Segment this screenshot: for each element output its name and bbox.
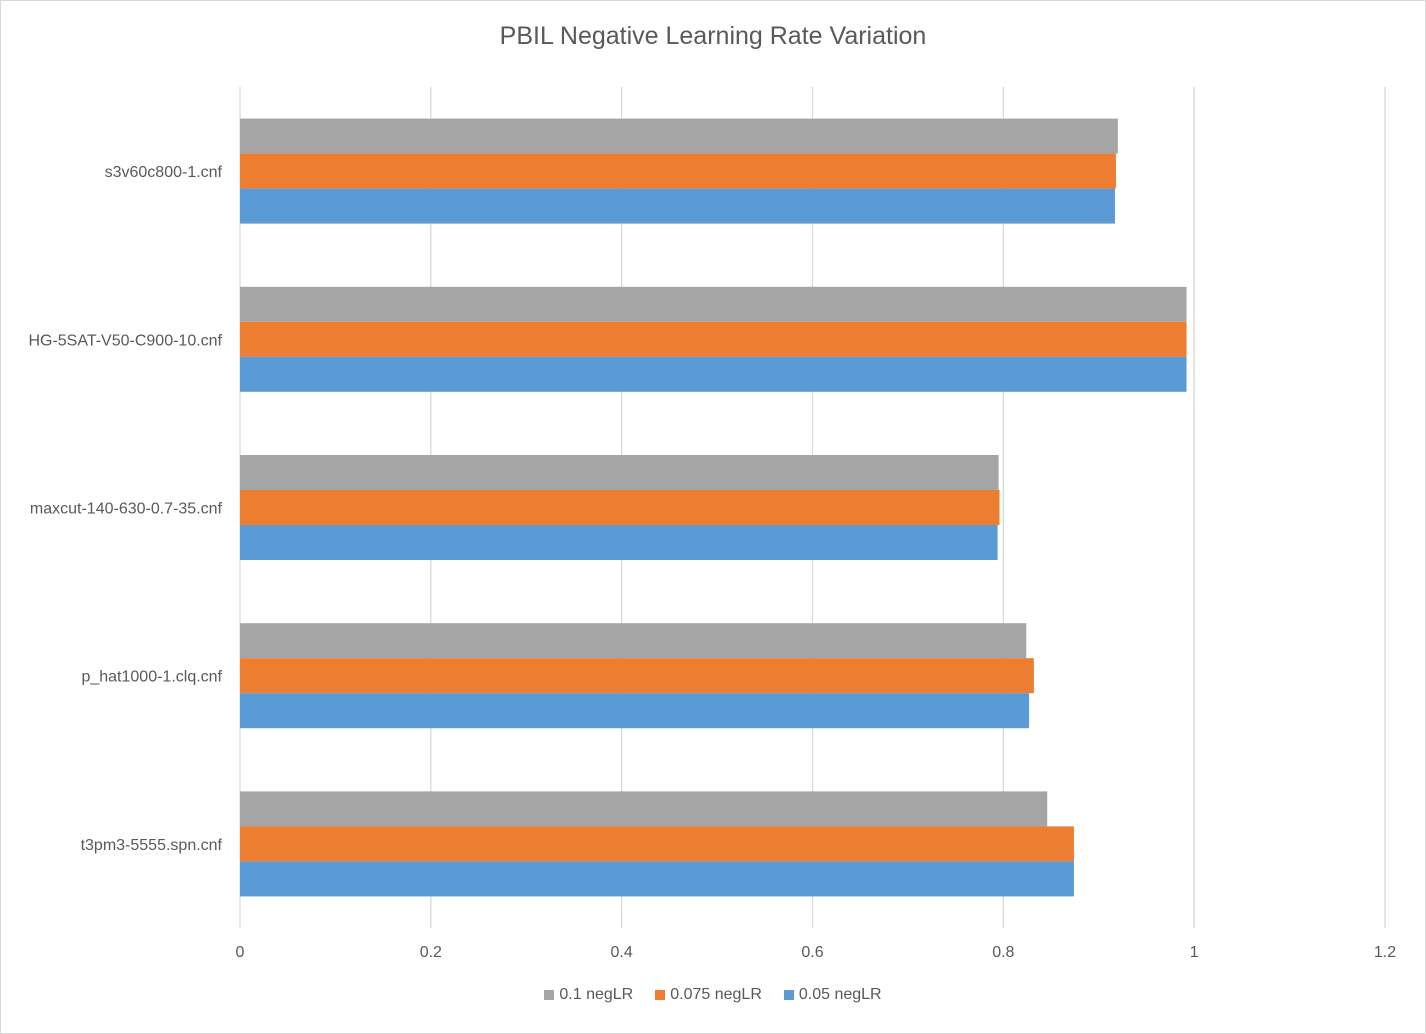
bar-1-1	[240, 321, 1187, 357]
y-category-label: t3pm3-5555.spn.cnf	[81, 837, 223, 854]
legend-item-0: 0.1 negLR	[544, 986, 633, 1004]
legend-swatch-2	[783, 990, 794, 1000]
legend-swatch-1	[655, 990, 666, 1000]
y-category-label: HG-5SAT-V50-C900-10.cnf	[28, 332, 222, 349]
x-tick-label: 1.2	[1374, 944, 1396, 961]
chart-title: PBIL Negative Learning Rate Variation	[499, 22, 927, 50]
legend-label-2: 0.05 negLR	[798, 986, 882, 1003]
legend-label-0: 0.1 negLR	[559, 986, 634, 1003]
legend-swatch-0	[544, 990, 555, 1000]
bar-4-0	[240, 791, 1048, 827]
legend-item-2: 0.05 negLR	[783, 986, 882, 1004]
x-tick-label: 0.2	[420, 944, 442, 961]
bar-0-2	[240, 188, 1115, 224]
legend-item-1: 0.075 negLR	[655, 986, 762, 1004]
y-category-label: maxcut-140-630-0.7-35.cnf	[30, 501, 223, 518]
bar-4-2	[240, 861, 1074, 897]
x-tick-label: 0.6	[801, 944, 823, 961]
y-category-label: p_hat1000-1.clq.cnf	[81, 669, 222, 686]
x-tick-label: 1	[1190, 944, 1199, 961]
x-tick-label: 0.4	[611, 944, 633, 961]
legend: 0.1 negLR 0.075 negLR 0.05 negLR	[0, 986, 1426, 1004]
bar-3-0	[240, 623, 1027, 659]
bar-1-2	[240, 356, 1187, 392]
bar-2-1	[240, 490, 1000, 525]
bar-3-1	[240, 658, 1034, 694]
legend-label-1: 0.075 negLR	[670, 986, 762, 1003]
bar-2-2	[240, 525, 998, 560]
x-tick-label: 0	[236, 944, 245, 961]
bar-0-0	[240, 118, 1118, 154]
bar-1-0	[240, 286, 1187, 322]
bar-2-0	[240, 455, 999, 490]
bar-4-1	[240, 826, 1074, 862]
y-category-label: s3v60c800-1.cnf	[105, 164, 223, 181]
bar-0-1	[240, 153, 1116, 189]
x-tick-label: 0.8	[992, 944, 1014, 961]
bar-3-2	[240, 693, 1030, 729]
